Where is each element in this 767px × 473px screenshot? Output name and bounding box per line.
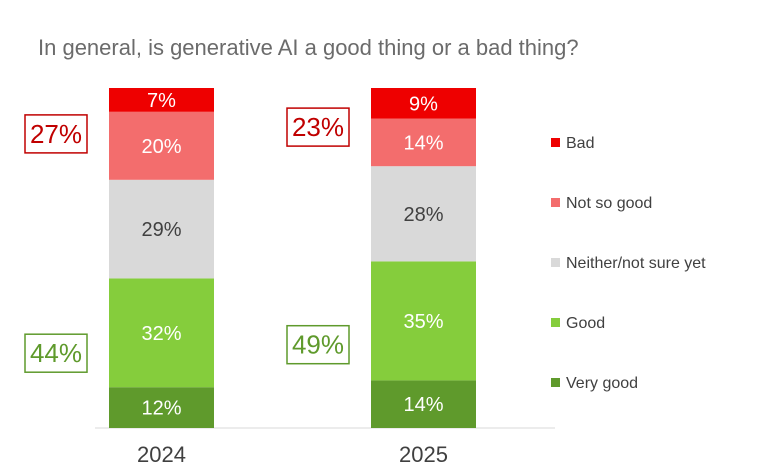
legend-label: Very good xyxy=(566,375,638,392)
callout-value: 49% xyxy=(292,330,344,360)
legend-label: Neither/not sure yet xyxy=(566,255,706,272)
callout-2025-positive: 49% xyxy=(286,324,350,365)
legend-swatch xyxy=(551,198,560,207)
callout-value: 44% xyxy=(30,338,82,368)
data-label-2024-neither-not-sure-yet: 29% xyxy=(141,219,181,241)
bar-segment-2024-not-so-good xyxy=(109,111,214,180)
bar-segment-2024-neither-not-sure-yet xyxy=(109,179,214,279)
bar-segment-2025-bad xyxy=(371,88,476,119)
bar-segment-2024-good xyxy=(109,278,214,388)
legend-swatch xyxy=(551,258,560,267)
legend-item-bad: Bad xyxy=(551,135,594,152)
callout-2024-positive: 44% xyxy=(24,333,88,373)
legend-item-very-good: Very good xyxy=(551,375,638,392)
bar-segment-2024-bad xyxy=(109,88,214,112)
legend-swatch xyxy=(551,318,560,327)
x-tick-label-2025: 2025 xyxy=(399,442,448,467)
callout-value: 27% xyxy=(30,119,82,149)
callout-box xyxy=(24,333,88,373)
bar-segment-2025-good xyxy=(371,261,476,381)
legend-swatch xyxy=(551,378,560,387)
callout-value: 23% xyxy=(292,112,344,142)
bar-segment-2025-very-good xyxy=(371,380,476,428)
data-label-2024-bad: 7% xyxy=(147,90,176,112)
bars-group: 12% 32% 29% 20% 7% 14% 35% 28% 14% 9% xyxy=(109,88,476,428)
data-label-2024-very-good: 12% xyxy=(141,398,181,420)
chart-title: In general, is generative AI a good thin… xyxy=(38,35,579,60)
legend-label: Bad xyxy=(566,135,594,152)
data-label-2024-not-so-good: 20% xyxy=(141,136,181,158)
legend-label: Good xyxy=(566,315,605,332)
data-label-2025-good: 35% xyxy=(403,311,443,333)
bar-segment-2025-not-so-good xyxy=(371,118,476,167)
callout-2025-negative: 23% xyxy=(286,107,350,147)
callout-box xyxy=(286,107,350,147)
data-label-2025-neither-not-sure-yet: 28% xyxy=(403,204,443,226)
legend-item-neither-not-sure-yet: Neither/not sure yet xyxy=(551,255,706,272)
data-label-2025-bad: 9% xyxy=(409,93,438,115)
callout-box xyxy=(286,324,350,365)
data-label-2025-very-good: 14% xyxy=(403,394,443,416)
bar-segment-2025-neither-not-sure-yet xyxy=(371,166,476,262)
legend: Bad Not so good Neither/not sure yet Good Ve… xyxy=(551,135,706,392)
legend-swatch xyxy=(551,138,560,147)
callouts-group: 27% 44% 23% 49% xyxy=(24,107,350,373)
data-label-2024-good: 32% xyxy=(141,323,181,345)
legend-item-not-so-good: Not so good xyxy=(551,195,652,212)
callout-2024-negative: 27% xyxy=(24,114,88,154)
callout-box xyxy=(24,114,88,154)
bar-segment-2024-very-good xyxy=(109,387,214,428)
legend-label: Not so good xyxy=(566,195,652,212)
category-labels: 2024 2025 xyxy=(137,442,448,467)
legend-item-good: Good xyxy=(551,315,605,332)
data-label-2025-not-so-good: 14% xyxy=(403,132,443,154)
x-tick-label-2024: 2024 xyxy=(137,442,186,467)
